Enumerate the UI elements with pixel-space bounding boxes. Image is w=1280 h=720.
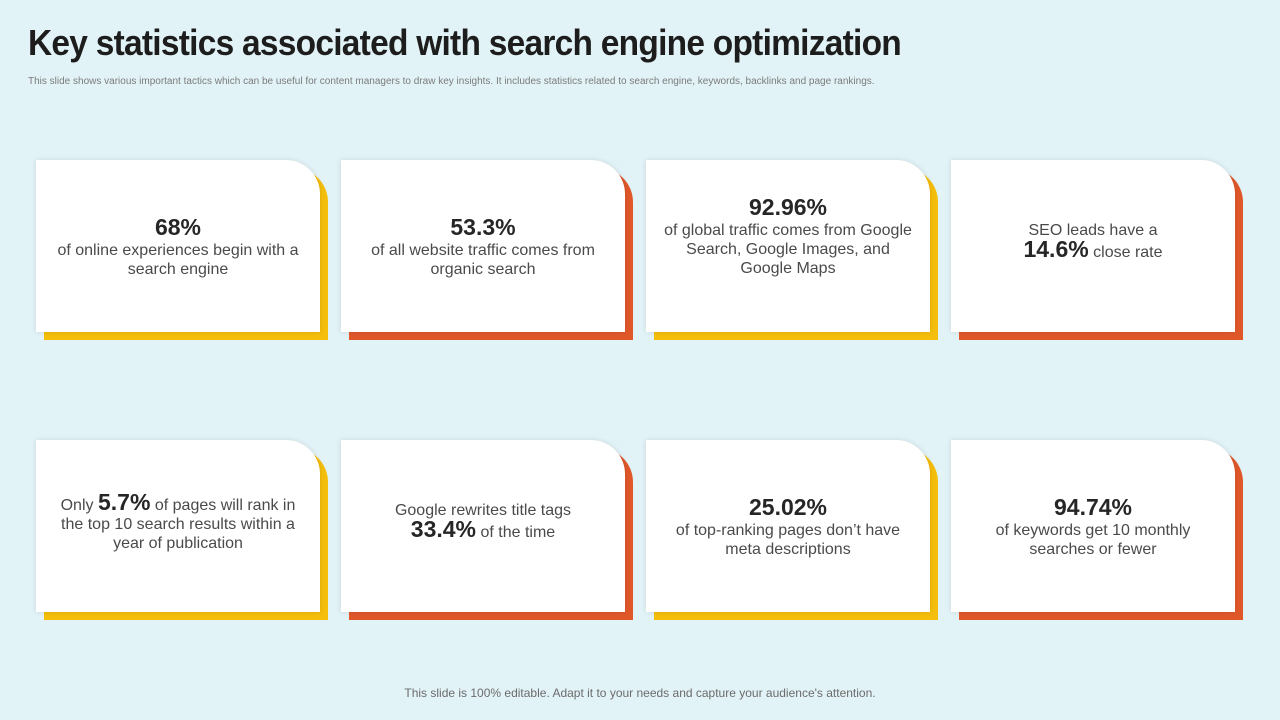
card-body: 92.96% of global traffic comes from Goog… xyxy=(646,160,930,332)
stat-description: of all website traffic comes from organi… xyxy=(371,241,595,278)
stat-prefix: Google rewrites title tags xyxy=(394,501,572,519)
page-title: Key statistics associated with search en… xyxy=(28,22,902,63)
stat-card-8: 94.74% of keywords get 10 monthly search… xyxy=(951,440,1243,620)
stat-suffix: close rate xyxy=(1093,243,1163,261)
stat-value: 68% xyxy=(154,213,202,240)
stat-suffix: of the time xyxy=(480,523,556,541)
card-body: SEO leads have a 14.6% close rate xyxy=(951,160,1235,332)
stat-description: of top-ranking pages don’t have meta des… xyxy=(675,521,901,558)
card-body: 53.3% of all website traffic comes from … xyxy=(341,160,625,332)
stat-card-7: 25.02% of top-ranking pages don’t have m… xyxy=(646,440,938,620)
card-body: Google rewrites title tags 33.4% of the … xyxy=(341,440,625,612)
card-body: 68% of online experiences begin with a s… xyxy=(36,160,320,332)
card-body: Only 5.7% of pages will rank in the top … xyxy=(36,440,320,612)
stat-card-1: 68% of online experiences begin with a s… xyxy=(36,160,328,340)
stat-card-3: 92.96% of global traffic comes from Goog… xyxy=(646,160,938,340)
stat-description: of online experiences begin with a searc… xyxy=(57,241,299,278)
stat-card-5: Only 5.7% of pages will rank in the top … xyxy=(36,440,328,620)
stat-value: 14.6% xyxy=(1023,235,1089,262)
stat-prefix: Only xyxy=(60,497,94,514)
stat-value: 5.7% xyxy=(97,489,151,515)
footer-note: This slide is 100% editable. Adapt it to… xyxy=(404,686,876,700)
stat-value: 94.74% xyxy=(1053,493,1132,520)
stat-card-6: Google rewrites title tags 33.4% of the … xyxy=(341,440,633,620)
stat-card-2: 53.3% of all website traffic comes from … xyxy=(341,160,633,340)
stat-suffix: of pages will rank in the top 10 search … xyxy=(61,497,296,552)
stat-value: 33.4% xyxy=(410,515,477,542)
stat-description: of global traffic comes from Google Sear… xyxy=(664,222,912,277)
stat-prefix: SEO leads have a xyxy=(1028,221,1158,239)
stat-card-4: SEO leads have a 14.6% close rate xyxy=(951,160,1243,340)
card-body: 94.74% of keywords get 10 monthly search… xyxy=(951,440,1235,612)
card-body: 25.02% of top-ranking pages don’t have m… xyxy=(646,440,930,612)
stat-value: 53.3% xyxy=(450,213,516,240)
stat-value: 25.02% xyxy=(748,493,827,520)
stat-value: 92.96% xyxy=(748,194,827,220)
page-subtitle: This slide shows various important tacti… xyxy=(28,76,875,87)
stat-description: of keywords get 10 monthly searches or f… xyxy=(995,521,1191,558)
